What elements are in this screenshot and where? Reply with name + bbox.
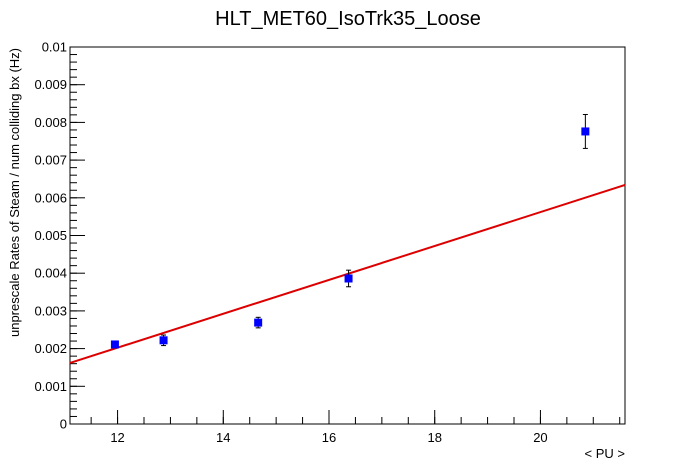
data-point — [254, 316, 263, 329]
fit-line — [69, 184, 626, 364]
data-point — [581, 113, 590, 149]
y-tick-label: 0.006 — [34, 190, 67, 205]
y-tick-label: 0.003 — [34, 303, 67, 318]
x-tick-label: 16 — [322, 430, 336, 445]
y-tick-label: 0.004 — [34, 266, 67, 281]
y-tick-label: 0.01 — [42, 40, 67, 55]
y-tick-label: 0 — [60, 417, 67, 432]
y-axis: 0 0.001 0.002 0.003 0.004 0.005 0.006 0.007 0.00… — [34, 40, 85, 432]
y-tick-label: 0.008 — [34, 115, 67, 130]
point-marker — [344, 274, 353, 283]
chart-title: HLT_MET60_IsoTrk35_Loose — [215, 8, 481, 30]
point-marker — [254, 318, 263, 327]
plot-frame — [69, 46, 626, 425]
y-tick-label: 0.009 — [34, 77, 67, 92]
x-axis-label: < PU > — [585, 446, 625, 461]
x-tick-label: 20 — [533, 430, 547, 445]
data-point — [110, 340, 119, 349]
y-axis-label: unprescale Rates of Steam / num collidin… — [7, 48, 22, 337]
point-marker — [581, 127, 590, 136]
x-axis: 12 14 16 18 20 — [90, 410, 621, 445]
y-tick-label: 0.002 — [34, 341, 67, 356]
y-tick-label: 0.007 — [34, 153, 67, 168]
y-tick-label: 0.005 — [34, 228, 67, 243]
points-layer — [110, 113, 590, 349]
point-marker — [159, 336, 168, 345]
x-tick-label: 18 — [427, 430, 441, 445]
point-marker — [110, 340, 119, 349]
data-point — [344, 269, 353, 288]
data-point — [159, 334, 168, 347]
x-tick-label: 14 — [216, 430, 230, 445]
x-tick-label: 12 — [110, 430, 124, 445]
y-tick-label: 0.001 — [34, 379, 67, 394]
fit-layer — [69, 184, 626, 364]
